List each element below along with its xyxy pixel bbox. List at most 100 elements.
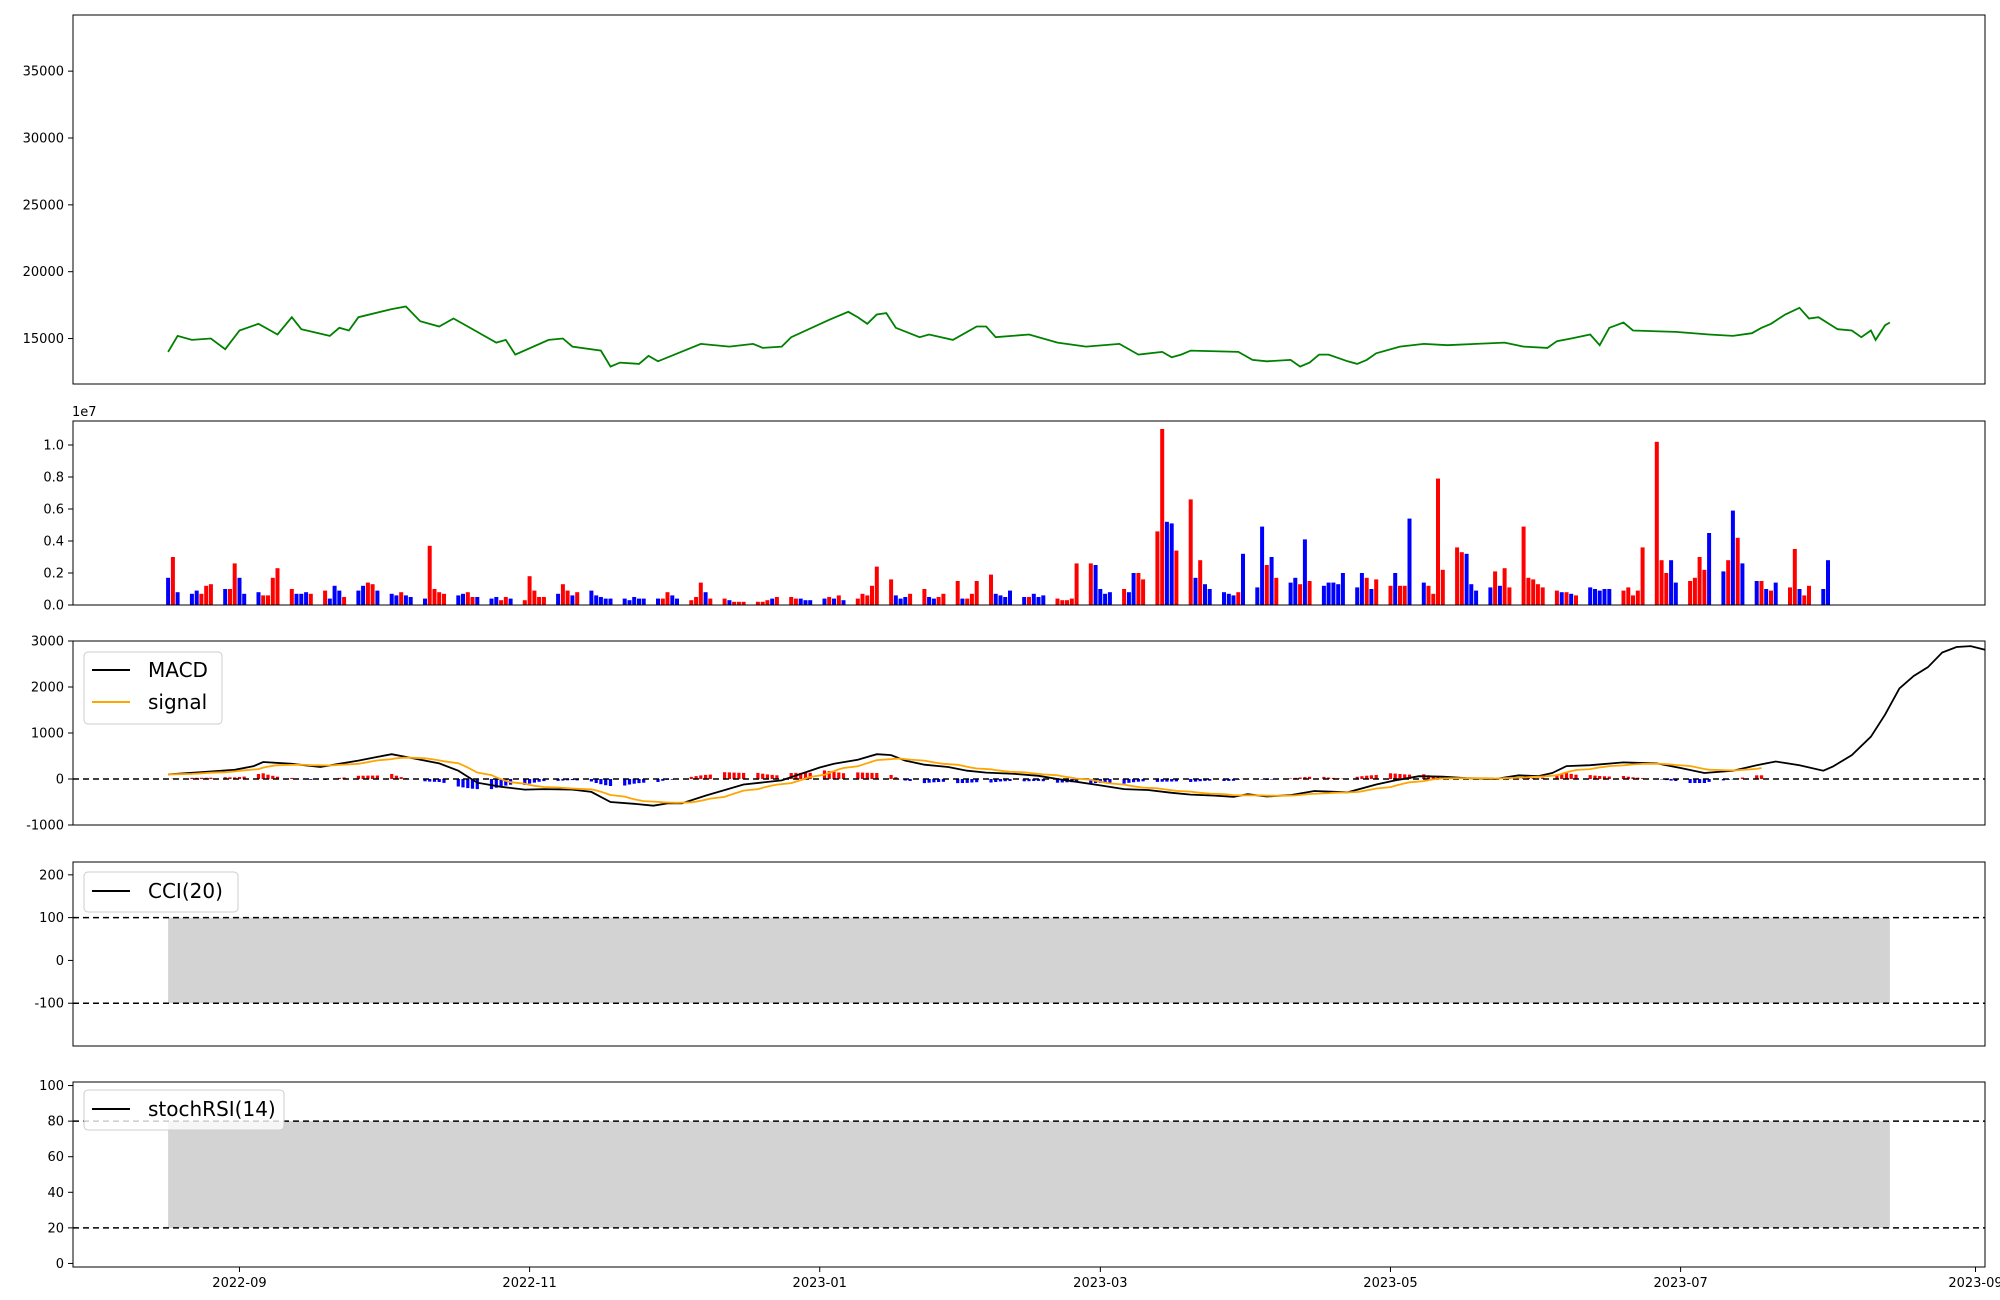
macd-histogram-bar <box>870 772 874 779</box>
volume-bar <box>1554 590 1559 605</box>
macd-histogram-bar <box>589 779 593 782</box>
volume-bar <box>955 581 960 605</box>
volume-bar <box>1293 577 1298 605</box>
macd-histogram-bar <box>1755 775 1759 779</box>
macd-histogram-bar <box>737 772 741 779</box>
volume-bar <box>931 598 936 605</box>
volume-bar <box>1531 579 1536 605</box>
macd-histogram-bar <box>1060 779 1064 783</box>
macd-histogram-bar <box>770 774 774 779</box>
macd-histogram-bar <box>209 777 213 779</box>
volume-bar <box>765 600 770 605</box>
volume-bar <box>299 593 304 605</box>
macd-histogram-bar <box>466 779 470 789</box>
volume-bar <box>1269 557 1274 605</box>
cci-legend-label: CCI(20) <box>148 879 223 903</box>
volume-bar <box>508 598 513 605</box>
macd-histogram-bar <box>808 772 812 779</box>
volume-bar <box>537 597 542 605</box>
volume-bar <box>1497 585 1502 605</box>
macd-histogram-bar <box>594 779 598 783</box>
volume-bar <box>1359 573 1364 605</box>
volume-bar <box>755 601 760 605</box>
volume-bar <box>1421 582 1426 605</box>
macd-histogram-bar <box>1141 779 1145 782</box>
macd-histogram-bar <box>1127 779 1131 783</box>
macd-histogram-bar <box>927 779 931 783</box>
volume-bar <box>394 595 399 605</box>
volume-bar <box>556 593 561 605</box>
macd-histogram-bar <box>761 773 765 779</box>
volume-bar <box>1307 581 1312 605</box>
volume-bar <box>1321 585 1326 605</box>
macd-histogram-bar <box>623 779 627 786</box>
volume-bar <box>1559 592 1564 605</box>
macd-histogram-bar <box>470 779 475 789</box>
macd-histogram-bar <box>1136 779 1140 782</box>
volume-bar <box>1003 597 1008 605</box>
volume-bar <box>1797 589 1802 605</box>
macd-histogram-bar <box>356 775 360 779</box>
volume-bar <box>1298 584 1303 605</box>
volume-bar <box>1260 526 1265 605</box>
macd-histogram-bar <box>475 779 479 790</box>
volume-bar <box>927 597 932 605</box>
stochrsi-legend-box <box>83 1089 285 1131</box>
cci-frame <box>72 861 1986 1047</box>
macd-histogram-bar <box>190 777 194 779</box>
volume-bar <box>1574 595 1578 605</box>
volume-bar <box>1136 573 1141 605</box>
volume-bar <box>423 598 427 605</box>
macd-histogram-bar <box>932 779 936 783</box>
volume-bar <box>1764 589 1769 605</box>
macd-histogram-bar <box>537 779 541 782</box>
volume-bar <box>1226 593 1231 605</box>
volume-offset-label: 1e7 <box>72 405 97 420</box>
volume-bar <box>965 598 970 605</box>
macd-histogram-bar <box>423 779 427 782</box>
x-tick-label: 2023-07 <box>1653 1276 1707 1291</box>
x-tick-label: 2022-11 <box>502 1276 556 1291</box>
volume-bar <box>803 600 808 605</box>
macd-histogram-bar <box>1027 779 1031 782</box>
volume-ytick-label: 0.4 <box>43 535 64 550</box>
volume-bar <box>808 600 813 605</box>
volume-bar <box>832 598 836 605</box>
macd-histogram-bar <box>989 779 993 783</box>
volume-bar <box>1702 569 1707 605</box>
volume-bar <box>470 597 475 605</box>
macd-histogram-bar <box>1555 774 1559 779</box>
macd-histogram-bar <box>941 779 945 782</box>
macd-histogram-bar <box>1593 775 1597 779</box>
macd-histogram-bar <box>1155 779 1159 782</box>
volume-bar <box>656 598 660 605</box>
volume-bar <box>1726 560 1731 605</box>
macd-histogram-bar <box>1193 779 1198 782</box>
macd-histogram-bar <box>1569 773 1573 779</box>
cci-ytick-label: 0 <box>56 954 64 969</box>
macd-histogram-bar <box>803 772 808 779</box>
volume-bar <box>1826 560 1830 605</box>
volume-bar <box>893 595 898 605</box>
macd-histogram-bar <box>432 779 437 782</box>
macd-histogram-bar <box>570 779 574 781</box>
macd-histogram-bar <box>832 771 836 779</box>
volume-bar <box>1207 589 1212 605</box>
volume-bar <box>1264 565 1269 605</box>
volume-bar <box>708 598 713 605</box>
macd-histogram-bar <box>542 779 546 782</box>
volume-bar <box>1255 587 1260 605</box>
macd-histogram-bar <box>856 772 860 779</box>
macd-histogram-bar <box>528 779 532 784</box>
macd-histogram-bar <box>637 779 641 784</box>
volume-bar <box>870 585 874 605</box>
macd-histogram-bar <box>1374 775 1378 779</box>
volume-bar <box>889 579 894 605</box>
volume-bar <box>1635 590 1640 605</box>
volume-bar <box>1455 547 1460 605</box>
macd-histogram-bar <box>1303 777 1307 779</box>
volume-bar <box>389 593 394 605</box>
macd-histogram-bar <box>199 777 203 779</box>
macd-histogram-bar <box>242 776 246 779</box>
macd-histogram-bar <box>975 779 979 783</box>
